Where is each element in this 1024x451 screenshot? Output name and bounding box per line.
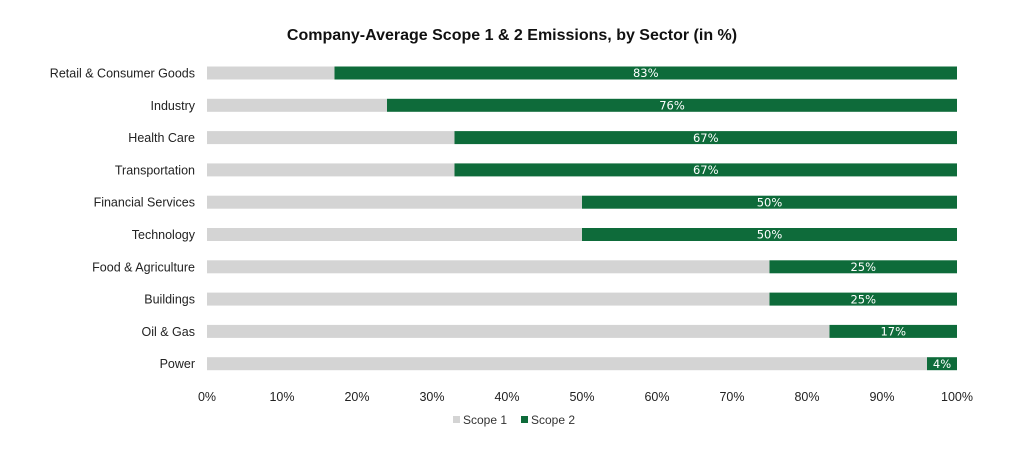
- bar-scope1: [207, 163, 455, 177]
- x-tick-label: 20%: [344, 390, 369, 404]
- x-tick-label: 50%: [569, 390, 594, 404]
- category-labels: Retail & Consumer Goods Industry Health Ca…: [50, 67, 196, 372]
- data-label: 25%: [850, 292, 876, 306]
- category-label: Technology: [132, 228, 196, 242]
- bar-scope2: [582, 228, 957, 241]
- bar-scope1: [207, 260, 770, 274]
- bar-scope1: [207, 228, 582, 241]
- data-label: 67%: [693, 163, 719, 177]
- x-tick-label: 60%: [644, 390, 669, 404]
- bar-scope1: [207, 324, 830, 338]
- category-label: Transportation: [115, 163, 195, 177]
- chart-title: Company-Average Scope 1 & 2 Emissions, b…: [287, 27, 737, 44]
- bar-scope2: [334, 66, 957, 80]
- bar-scope1: [207, 66, 335, 80]
- bar-scope1: [207, 292, 770, 306]
- category-label: Power: [160, 357, 195, 371]
- category-label: Industry: [151, 99, 196, 113]
- data-label: 50%: [757, 195, 783, 209]
- bar-scope2: [454, 131, 957, 145]
- bar-scope2: [829, 324, 957, 338]
- category-label: Retail & Consumer Goods: [50, 67, 195, 81]
- x-tick-label: 80%: [794, 390, 819, 404]
- x-tick-label: 90%: [869, 390, 894, 404]
- data-label: 4%: [933, 357, 951, 371]
- legend-label-scope2: Scope 2: [531, 413, 575, 427]
- bar-scope2: [927, 357, 957, 371]
- bar-scope1: [207, 98, 387, 112]
- x-tick-label: 10%: [269, 390, 294, 404]
- bar-scope1: [207, 131, 455, 145]
- legend-swatch-scope2: [521, 416, 528, 423]
- data-label: 50%: [757, 228, 783, 242]
- data-label: 76%: [659, 99, 685, 113]
- bar-scope2: [769, 292, 957, 306]
- bar-scope2: [454, 163, 957, 177]
- data-label: 17%: [880, 325, 906, 339]
- x-tick-label: 40%: [494, 390, 519, 404]
- bar-scope2: [582, 195, 957, 209]
- x-axis-ticks: 0% 10% 20% 30% 40% 50% 60% 70% 80% 90% 100%: [198, 390, 973, 404]
- category-label: Health Care: [128, 131, 195, 145]
- category-label: Oil & Gas: [142, 325, 196, 339]
- bar-scope2: [387, 98, 957, 112]
- bar-scope1: [207, 357, 927, 371]
- x-tick-label: 0%: [198, 390, 216, 404]
- legend-label-scope1: Scope 1: [463, 413, 507, 427]
- category-label: Financial Services: [94, 196, 195, 210]
- data-label: 83%: [633, 66, 659, 80]
- legend-swatch-scope1: [453, 416, 460, 423]
- legend: Scope 1 Scope 2: [453, 413, 575, 427]
- x-tick-label: 70%: [719, 390, 744, 404]
- data-label: 25%: [850, 260, 876, 274]
- bars-layer: 83% 76% 67% 67% 50% 50% 25% 25% 17% 4%: [207, 66, 957, 371]
- x-tick-label: 30%: [419, 390, 444, 404]
- data-label: 67%: [693, 131, 719, 145]
- category-label: Buildings: [144, 293, 195, 307]
- bar-scope1: [207, 195, 582, 209]
- x-tick-label: 100%: [941, 390, 973, 404]
- bar-scope2: [769, 260, 957, 274]
- category-label: Food & Agriculture: [92, 260, 195, 274]
